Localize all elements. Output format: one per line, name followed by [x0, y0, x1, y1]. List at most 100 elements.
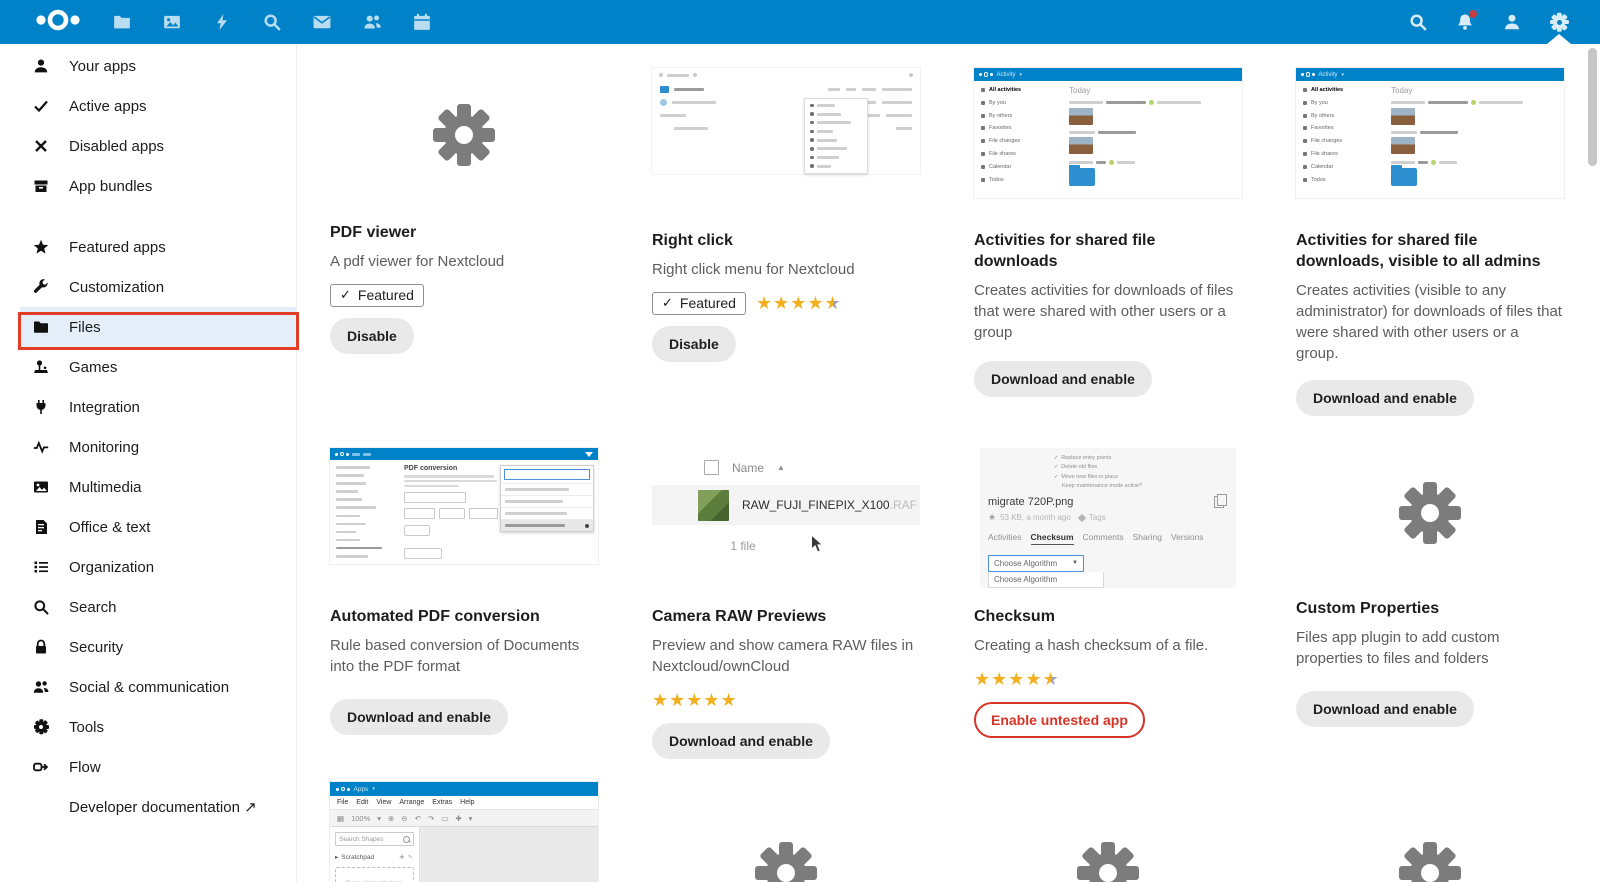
- nextcloud-mini-logo: [335, 451, 349, 457]
- download-and-enable-button[interactable]: Download and enable: [1296, 380, 1474, 416]
- sidebar-item-active-apps[interactable]: Active apps: [0, 86, 296, 126]
- nextcloud-mini-logo: [336, 786, 350, 792]
- folder-icon: [33, 319, 49, 335]
- list-icon: [33, 559, 49, 575]
- shape-icon: ▭: [441, 813, 449, 823]
- photos-app-icon[interactable]: [162, 12, 182, 32]
- app-placeholder: [974, 780, 1242, 882]
- settings-gear-icon[interactable]: [1549, 12, 1569, 32]
- featured-badge: ✓ Featured: [652, 291, 746, 315]
- unified-search-icon[interactable]: [1408, 12, 1428, 32]
- sidebar-item-security[interactable]: Security: [0, 627, 296, 667]
- photo-thumbnail: [1069, 108, 1093, 125]
- activity-app-icon[interactable]: [212, 12, 232, 32]
- app-placeholder: [330, 60, 598, 210]
- sidebar-item-disabled-apps[interactable]: Disabled apps: [0, 126, 296, 166]
- app-card-pdf-viewer: PDF viewer A pdf viewer for Nextcloud ✓ F…: [330, 60, 598, 440]
- sidebar-item-files[interactable]: Files: [20, 307, 296, 347]
- contacts-menu-icon[interactable]: [1502, 12, 1522, 32]
- settings-menu-caret: [1547, 34, 1571, 44]
- apps-category-sidebar: Your apps Active apps Disabled apps App …: [0, 44, 299, 882]
- sidebar-item-app-bundles[interactable]: App bundles: [0, 166, 296, 206]
- folder-thumbnail: [1391, 165, 1417, 186]
- download-and-enable-button[interactable]: Download and enable: [330, 699, 508, 735]
- app-card-partial-drawio: Apps ▾ File Edit View Arrange Extras Help ▦ 100…: [330, 780, 598, 882]
- app-placeholder: [1296, 780, 1564, 882]
- disable-button[interactable]: Disable: [652, 326, 736, 362]
- app-title: Camera RAW Previews: [652, 608, 827, 625]
- app-description: Creates activities (visible to any admin…: [1296, 282, 1562, 362]
- favorite-star-icon: ★: [988, 512, 997, 523]
- user-icon: [33, 58, 49, 74]
- sidebar-item-monitoring[interactable]: Monitoring: [0, 427, 296, 467]
- app-description: A pdf viewer for Nextcloud: [330, 253, 505, 270]
- close-icon: [33, 138, 49, 154]
- sidebar-item-integration[interactable]: Integration: [0, 387, 296, 427]
- sidebar-item-flow[interactable]: Flow: [0, 747, 296, 787]
- app-placeholder: [652, 780, 920, 882]
- sidebar-item-office-text[interactable]: Office & text: [0, 507, 296, 547]
- download-and-enable-button[interactable]: Download and enable: [1296, 691, 1474, 727]
- app-card-automated-pdf-conversion: PDF conversion Automated: [330, 440, 598, 780]
- enable-untested-app-button[interactable]: Enable untested app: [974, 702, 1145, 738]
- pulse-icon: [33, 439, 49, 455]
- joystick-icon: [33, 359, 49, 375]
- nextcloud-mini-logo: [1301, 72, 1315, 77]
- bundle-icon: [33, 178, 49, 194]
- sidebar-item-social-communication[interactable]: Social & communication: [0, 667, 296, 707]
- app-screenshot: Apps ▾ File Edit View Arrange Extras Help ▦ 100…: [330, 780, 598, 882]
- plug-icon: [33, 399, 49, 415]
- calendar-app-icon[interactable]: [412, 12, 432, 32]
- app-card-custom-properties: Custom Properties Files app plugin to ad…: [1296, 440, 1564, 780]
- magnifier-icon: [33, 599, 49, 615]
- sidebar-item-featured-apps[interactable]: Featured apps: [0, 227, 296, 267]
- chevron-down-icon: ▼: [1072, 560, 1078, 567]
- funnel-icon: [585, 451, 593, 457]
- lock-icon: [33, 639, 49, 655]
- undo-icon: ↶: [414, 813, 421, 823]
- rating-stars: ★★★★★: [652, 690, 738, 710]
- featured-badge: ✓ Featured: [330, 283, 424, 307]
- file-row: RAW_FUJI_FINEPIX_X100.RAF: [652, 485, 920, 525]
- copy-icon: [1214, 494, 1227, 508]
- app-card-checksum: ✓ Replace entry points ✓ Delete old files …: [974, 440, 1242, 780]
- contacts-app-icon[interactable]: [362, 12, 382, 32]
- app-card-right-click: Right click Right click menu for Nextclo…: [652, 60, 920, 440]
- mail-app-icon[interactable]: [312, 12, 332, 32]
- choose-algorithm-dropdown: Choose Algorithm ▼: [988, 554, 1084, 572]
- sidebar-item-search[interactable]: Search: [0, 587, 296, 627]
- search-app-icon[interactable]: [262, 12, 282, 32]
- sidebar-item-tools[interactable]: Tools: [0, 707, 296, 747]
- nextcloud-logo-icon[interactable]: [33, 7, 83, 38]
- sidebar-item-multimedia[interactable]: Multimedia: [0, 467, 296, 507]
- app-placeholder-gear-icon: [432, 103, 496, 167]
- photo-thumbnail: [1391, 108, 1415, 125]
- download-and-enable-button[interactable]: Download and enable: [974, 361, 1152, 397]
- app-screenshot: ✓ Replace entry points ✓ Delete old files …: [974, 440, 1242, 594]
- notifications-bell-icon[interactable]: [1455, 10, 1477, 32]
- diagram-editor-screenshot: Apps ▾ File Edit View Arrange Extras Help ▦ 100…: [330, 782, 598, 882]
- app-title: Activities for shared file downloads: [974, 232, 1156, 270]
- sidebar-item-organization[interactable]: Organization: [0, 547, 296, 587]
- folder-thumbnail: [1069, 165, 1095, 186]
- files-app-icon[interactable]: [112, 12, 132, 32]
- activity-app-screenshot: Activity ▾ All activities By you By other…: [1296, 68, 1564, 198]
- photo-thumbnail: [1391, 137, 1415, 154]
- add-icon: ✚: [455, 813, 462, 823]
- checksum-details-screenshot: ✓ Replace entry points ✓ Delete old files …: [980, 448, 1236, 588]
- sidebar-item-games[interactable]: Games: [0, 347, 296, 387]
- app-title: Automated PDF conversion: [330, 608, 540, 625]
- scrollbar-thumb[interactable]: [1588, 48, 1597, 166]
- app-card-partial: [652, 780, 920, 882]
- topbar: [0, 0, 1600, 44]
- sidebar-item-your-apps[interactable]: Your apps: [0, 46, 296, 86]
- redo-icon: ↷: [427, 813, 435, 823]
- download-and-enable-button[interactable]: Download and enable: [652, 723, 830, 759]
- activity-app-screenshot: Activity ▾ All activities By you By other…: [974, 68, 1242, 198]
- sidebar-item-customization[interactable]: Customization: [0, 267, 296, 307]
- app-title: PDF viewer: [330, 224, 417, 241]
- disable-button[interactable]: Disable: [330, 318, 414, 354]
- algorithm-dropdown: [500, 465, 594, 532]
- app-screenshot: Name ▲ RAW_FUJI_FINEPIX_X100.RAF 1 file: [652, 440, 920, 594]
- sidebar-item-developer-documentation[interactable]: Developer documentation ↗: [69, 799, 257, 816]
